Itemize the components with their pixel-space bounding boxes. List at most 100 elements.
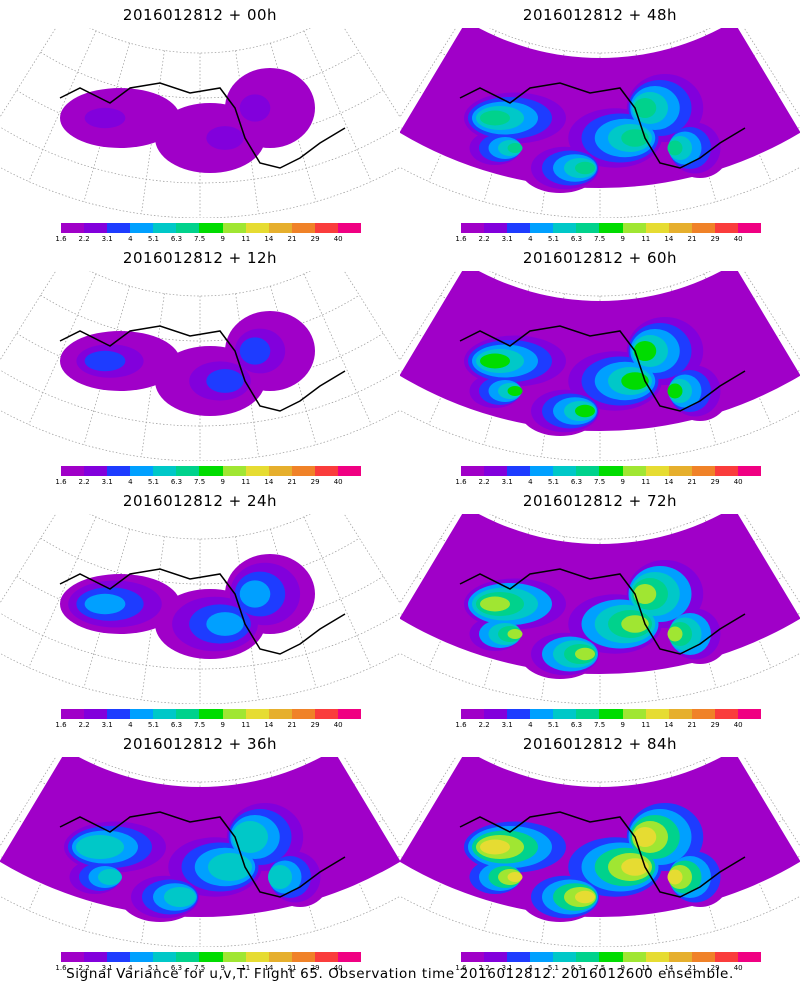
colorbar-swatch	[268, 952, 292, 962]
colorbar-swatch	[507, 709, 531, 719]
colorbar-tick-label: 21	[687, 964, 697, 972]
colorbar-tick-label: 29	[710, 478, 720, 486]
colorbar-swatch	[714, 709, 738, 719]
colorbar-swatch	[176, 952, 200, 962]
colorbar-swatch	[737, 466, 762, 476]
colorbar-swatch	[130, 952, 154, 962]
colorbar-swatch	[645, 709, 669, 719]
colorbar-swatch	[714, 952, 738, 962]
colorbar-tick-label: 6.3	[170, 235, 183, 243]
colorbar-tick-label: 29	[310, 478, 320, 486]
colorbar-swatch	[314, 466, 338, 476]
colorbar	[461, 466, 762, 476]
coastline	[459, 568, 746, 655]
colorbar-tick-label: 7.5	[594, 478, 606, 486]
colorbar-tick-label: 6.3	[570, 964, 583, 972]
coastline	[459, 325, 746, 412]
colorbar-swatch	[691, 466, 715, 476]
polar-map	[400, 757, 800, 947]
colorbar-swatch	[291, 223, 315, 233]
colorbar-labels: 1.6 2.2 3.1 4 5.1 6.3 7.5 9 11 14 21 29 40	[455, 478, 767, 488]
colorbar-tick-label: 11	[641, 964, 651, 972]
colorbar-swatch	[576, 709, 600, 719]
colorbar-tick-label: 7.5	[594, 235, 606, 243]
colorbar-swatch	[130, 466, 154, 476]
colorbar-tick-label: 1.6	[455, 721, 467, 729]
colorbar-tick-label: 6.3	[170, 721, 183, 729]
colorbar-swatch	[691, 223, 715, 233]
colorbar-tick-label: 1.6	[55, 235, 67, 243]
colorbar-tick-label: 6.3	[570, 235, 583, 243]
colorbar-tick-label: 21	[287, 964, 297, 972]
map-panel: 2016012812 + 72h 1.6 2.2 3.1 4 5.1 6.3 7.5 9 11 14…	[400, 486, 800, 729]
colorbar-swatch	[222, 709, 246, 719]
variance-field	[400, 271, 800, 436]
polar-map	[0, 271, 400, 461]
colorbar-tick-label: 1.6	[455, 235, 467, 243]
colorbar-swatch	[61, 466, 85, 476]
colorbar-tick-label: 21	[687, 478, 697, 486]
colorbar-swatch	[530, 952, 554, 962]
colorbar-tick-label: 3.1	[101, 964, 113, 972]
panel-title: 2016012812 + 00h	[122, 6, 278, 24]
colorbar-tick-label: 2.2	[78, 721, 90, 729]
colorbar-tick-label: 5.1	[147, 235, 159, 243]
colorbar-tick-label: 2.2	[478, 964, 490, 972]
colorbar-tick-label: 2.2	[478, 478, 490, 486]
colorbar-swatch	[268, 466, 292, 476]
colorbar-tick-label: 11	[641, 235, 651, 243]
colorbar-tick-label: 3.1	[501, 721, 513, 729]
colorbar-swatch	[507, 952, 531, 962]
colorbar-tick-label: 2.2	[78, 964, 90, 972]
colorbar-tick-label: 21	[687, 721, 697, 729]
colorbar-swatch	[84, 709, 108, 719]
colorbar-tick-label: 11	[641, 721, 651, 729]
colorbar-tick-label: 5.1	[547, 478, 559, 486]
colorbar-tick-label: 40	[333, 721, 343, 729]
colorbar-tick-label: 21	[287, 235, 297, 243]
colorbar-swatch	[622, 223, 646, 233]
colorbar-tick-label: 29	[310, 721, 320, 729]
map-panel: 2016012812 + 12h 1.6 2.2 3.1 4 5.1 6.3 7.5 9 11 14…	[0, 243, 400, 486]
coastline	[59, 82, 346, 169]
map-panel: 2016012812 + 36h 1.6 2.2 3.1 4 5.1 6.3 7.5 9 11 14…	[0, 729, 400, 972]
colorbar-swatch	[714, 466, 738, 476]
colorbar-labels: 1.6 2.2 3.1 4 5.1 6.3 7.5 9 11 14 21 29 40	[55, 721, 367, 731]
colorbar-tick-label: 5.1	[147, 721, 159, 729]
colorbar-tick-label: 3.1	[501, 235, 513, 243]
coastline	[459, 811, 746, 898]
colorbar-swatch	[691, 709, 715, 719]
colorbar-swatch	[484, 466, 508, 476]
panel-title: 2016012812 + 84h	[522, 735, 678, 753]
colorbar-tick-label: 4	[528, 235, 533, 243]
colorbar-tick-label: 4	[528, 964, 533, 972]
colorbar-swatch	[107, 466, 131, 476]
polar-map	[0, 514, 400, 704]
colorbar-swatch	[737, 223, 762, 233]
colorbar-labels: 1.6 2.2 3.1 4 5.1 6.3 7.5 9 11 14 21 29 40	[455, 721, 767, 731]
variance-field	[0, 757, 400, 922]
colorbar-swatch	[737, 709, 762, 719]
colorbar-tick-label: 2.2	[78, 235, 90, 243]
colorbar	[61, 952, 362, 962]
colorbar-swatch	[484, 952, 508, 962]
colorbar-labels: 1.6 2.2 3.1 4 5.1 6.3 7.5 9 11 14 21 29 40	[455, 964, 767, 974]
colorbar-swatch	[576, 466, 600, 476]
colorbar-tick-label: 14	[664, 721, 674, 729]
colorbar-swatch	[599, 466, 623, 476]
colorbar-swatch	[268, 223, 292, 233]
colorbar-tick-label: 29	[710, 721, 720, 729]
colorbar-tick-label: 40	[733, 235, 743, 243]
colorbar	[461, 709, 762, 719]
colorbar-tick-label: 7.5	[194, 235, 206, 243]
colorbar-swatch	[245, 709, 269, 719]
colorbar-swatch	[668, 223, 692, 233]
colorbar-tick-label: 14	[664, 235, 674, 243]
polar-map	[0, 28, 400, 218]
colorbar-swatch	[337, 466, 362, 476]
variance-field	[60, 554, 315, 659]
colorbar-swatch	[599, 709, 623, 719]
colorbar-tick-label: 40	[733, 721, 743, 729]
colorbar-tick-label: 14	[664, 964, 674, 972]
coastline	[459, 82, 746, 169]
